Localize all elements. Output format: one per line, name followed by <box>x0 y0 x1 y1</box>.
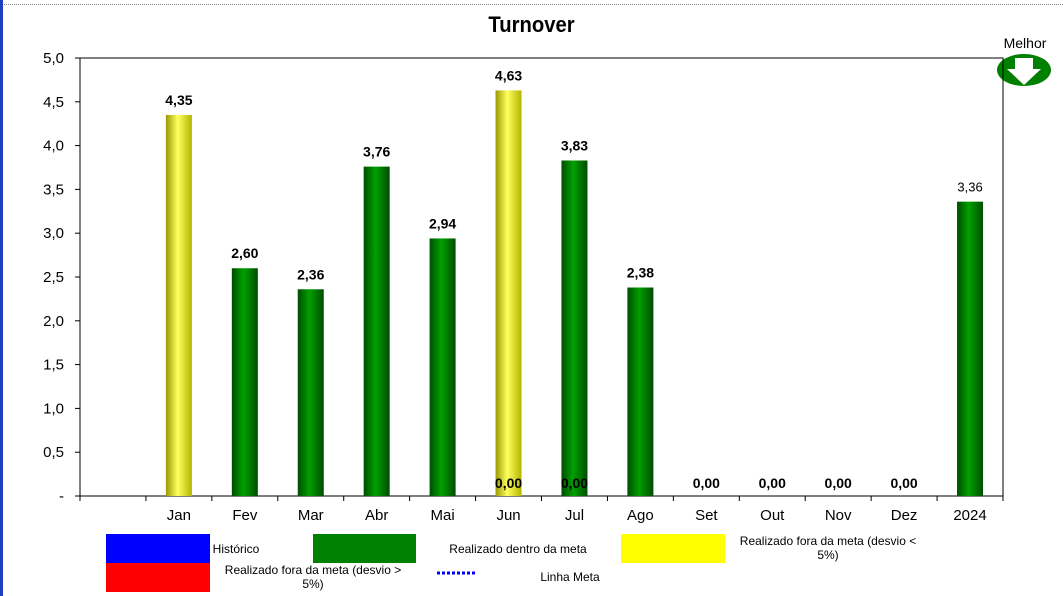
data-label: 2,36 <box>297 266 324 282</box>
y-tick-label: - <box>59 488 64 505</box>
bar <box>165 114 192 496</box>
y-tick-label: 4,0 <box>43 138 64 155</box>
data-label: 0,00 <box>890 475 917 491</box>
legend-swatch-historico <box>106 534 210 563</box>
x-tick-label: Abr <box>365 507 388 524</box>
bar <box>495 90 522 497</box>
bar <box>957 201 984 496</box>
y-tick-label: 4,5 <box>43 94 64 111</box>
x-tick-label: Mai <box>431 507 455 524</box>
data-label: 2,60 <box>231 245 258 261</box>
legend-label-fora-meta-maior: Realizado fora da meta (desvio > 5%) <box>224 563 402 591</box>
legend-label-dentro-meta: Realizado dentro da meta <box>449 542 587 556</box>
data-label: 0,00 <box>825 475 852 491</box>
x-tick-label: Jul <box>565 507 584 524</box>
down-arrow-icon <box>997 54 1051 86</box>
bar <box>297 289 324 496</box>
sheet-top-border <box>0 0 1063 5</box>
legend-swatch-fora-meta-menor <box>621 534 725 563</box>
bar <box>561 160 588 496</box>
data-label: 3,76 <box>363 144 390 160</box>
legend-swatch-linha-meta <box>437 571 477 575</box>
y-tick-label: 3,5 <box>43 181 64 198</box>
y-tick-label: 1,0 <box>43 400 64 417</box>
bar <box>429 238 456 496</box>
data-label: 2,38 <box>627 265 654 281</box>
x-tick-label: Jan <box>167 507 191 524</box>
y-tick-label: 2,0 <box>43 313 64 330</box>
x-tick-label: Fev <box>232 507 258 524</box>
x-tick-label: Nov <box>825 507 852 524</box>
bar <box>627 287 654 496</box>
data-label: 3,36 <box>957 180 982 195</box>
data-label: 0,00 <box>759 475 786 491</box>
sheet-left-border <box>0 0 3 596</box>
bar <box>363 166 390 496</box>
legend-swatch-fora-meta-maior <box>106 563 210 592</box>
data-label: 2,94 <box>429 215 456 231</box>
legend-label-fora-meta-menor: Realizado fora da meta (desvio < 5%) <box>739 534 917 562</box>
x-tick-label: 2024 <box>953 507 986 524</box>
data-label: 4,35 <box>165 92 192 108</box>
y-tick-label: 1,5 <box>43 357 64 374</box>
data-label: 0,00 <box>561 475 588 491</box>
chart-title: Turnover <box>488 12 575 37</box>
y-tick-label: 2,5 <box>43 269 64 286</box>
x-tick-label: Set <box>695 507 718 524</box>
y-tick-label: 5,0 <box>43 50 64 67</box>
data-label: 0,00 <box>495 475 522 491</box>
legend-swatch-dentro-meta <box>313 534 416 563</box>
plot-area <box>79 57 1004 497</box>
x-tick-label: Out <box>760 507 785 524</box>
better-direction-label: Melhor <box>1003 35 1047 51</box>
x-tick-label: Mar <box>298 507 324 524</box>
legend-label-linha-meta: Linha Meta <box>540 570 600 584</box>
data-label: 3,83 <box>561 137 588 153</box>
y-tick-label: 3,0 <box>43 225 64 242</box>
legend-label-historico: Histórico <box>212 542 260 556</box>
bar <box>231 268 258 496</box>
data-label: 4,63 <box>495 67 522 83</box>
y-tick-label: 0,5 <box>43 444 64 461</box>
x-tick-label: Jun <box>496 507 520 524</box>
x-tick-label: Ago <box>627 507 654 524</box>
data-label: 0,00 <box>693 475 720 491</box>
x-tick-label: Dez <box>891 507 918 524</box>
